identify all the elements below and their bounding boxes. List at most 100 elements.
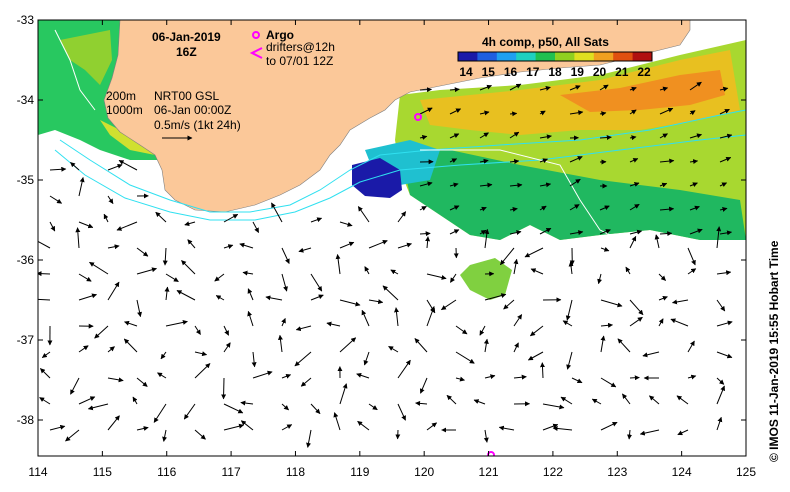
depth-label-200m: 200m [106,89,136,103]
current-vector [527,351,544,361]
current-vector [164,286,170,301]
current-vector [87,403,109,411]
colorbar-tick-label: 21 [615,65,629,79]
isobath-1000m [54,134,746,221]
current-vector [509,158,520,164]
current-vector [479,132,489,139]
current-vector [326,321,341,327]
current-vector [513,314,523,327]
current-vector [597,273,603,285]
current-vector [271,202,283,223]
current-vector [223,342,231,353]
current-vector [560,396,573,405]
colorbar-tick-label: 19 [571,65,585,79]
current-vector [566,351,573,370]
sst-patch-west-warm [60,30,112,85]
current-vector [599,229,611,235]
current-vector [670,318,689,327]
current-vector [162,247,168,266]
current-vector [569,230,584,236]
current-vector [240,420,254,431]
current-vector [599,205,610,211]
lon-tick-label: 123 [607,465,627,479]
current-vector [449,229,460,235]
current-vector [716,226,722,249]
current-vector [639,429,660,436]
sst-patch-cold [352,158,402,198]
current-vector [629,109,637,115]
current-vector [719,133,733,139]
current-vector [449,158,458,163]
current-vector [716,299,726,312]
current-vector [281,373,292,379]
current-vector [658,296,668,301]
current-vector [629,158,639,163]
current-vector [687,268,697,275]
current-vector [629,299,644,316]
current-vector [719,108,730,115]
current-scale: 0.5m/s (1kt 24h) [154,118,241,132]
current-vector [70,377,80,395]
colorbar-tick-label: 14 [459,65,473,79]
current-vector [107,415,120,431]
current-vector [569,204,580,211]
current-vector [368,239,388,249]
current-vector [65,429,80,442]
current-vector [116,221,138,231]
lon-tick-label: 117 [222,465,241,479]
argo-legend-icon [252,31,260,39]
current-vector [719,86,729,92]
current-vector [539,134,552,140]
current-vector [484,374,496,380]
current-vector [716,270,732,276]
current-vector [356,372,370,379]
current-vector [552,425,573,431]
current-vector [214,273,225,282]
isobath-200m [59,109,746,213]
current-vector [455,376,465,382]
current-vector [300,377,312,387]
current-vector [78,293,97,301]
current-vector [124,320,138,327]
current-vector [479,84,492,91]
drifters-label-1: drifters@12h [266,40,335,54]
isobaths [54,109,746,221]
current-vector [509,111,518,117]
current-vector [38,298,51,301]
colorbar-swatch [535,52,556,61]
current-vector [361,309,370,327]
current-vector [281,424,293,431]
current-vector [513,342,519,353]
current-vector [223,325,230,336]
current-vector [539,158,548,164]
current-vector [629,182,640,187]
current-vector [251,351,257,368]
current-vector [562,320,573,327]
colorbar-frame [457,51,653,62]
current-vector [591,398,602,405]
current-vector [509,131,520,139]
current-vector [136,267,157,275]
sst-patch-east-hot [560,70,725,112]
current-source: NRT00 GSL [154,89,219,103]
current-vector [568,261,574,275]
current-vector [449,108,462,115]
colorbar-tick-label: 22 [637,65,651,79]
current-vector [689,133,702,139]
current-vector [339,383,348,405]
current-vector [659,231,673,237]
current-vector [542,423,559,431]
current-vector [240,400,254,406]
current-vector [571,377,583,384]
argo-float-marker [414,113,422,121]
current-vector [357,420,370,431]
lon-tick-label: 119 [350,465,369,479]
lon-tick-label: 124 [672,465,692,479]
current-vector [659,107,674,115]
current-vector [484,228,490,249]
current-vector [295,325,312,332]
argo-label: Argo [266,28,294,42]
current-vector [599,84,609,91]
current-vector [600,421,618,431]
current-vector [215,295,225,301]
